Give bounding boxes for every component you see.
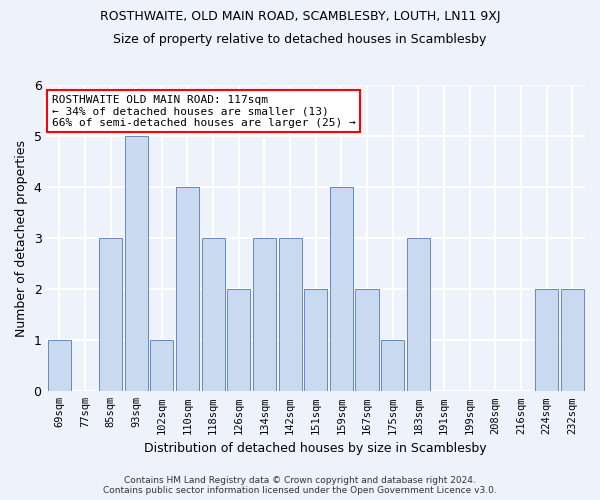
Bar [304, 290, 327, 392]
Bar [47, 340, 71, 392]
Text: Size of property relative to detached houses in Scamblesby: Size of property relative to detached ho… [113, 32, 487, 46]
X-axis label: Distribution of detached houses by size in Scamblesby: Distribution of detached houses by size … [145, 442, 487, 455]
Bar [176, 188, 199, 392]
Bar [278, 238, 302, 392]
Bar [253, 238, 276, 392]
Bar [381, 340, 404, 392]
Bar [330, 188, 353, 392]
Text: ROSTHWAITE OLD MAIN ROAD: 117sqm
← 34% of detached houses are smaller (13)
66% o: ROSTHWAITE OLD MAIN ROAD: 117sqm ← 34% o… [52, 94, 356, 128]
Bar [355, 290, 379, 392]
Text: ROSTHWAITE, OLD MAIN ROAD, SCAMBLESBY, LOUTH, LN11 9XJ: ROSTHWAITE, OLD MAIN ROAD, SCAMBLESBY, L… [100, 10, 500, 23]
Bar [125, 136, 148, 392]
Y-axis label: Number of detached properties: Number of detached properties [15, 140, 28, 337]
Bar [407, 238, 430, 392]
Bar [99, 238, 122, 392]
Bar [150, 340, 173, 392]
Bar [535, 290, 558, 392]
Text: Contains HM Land Registry data © Crown copyright and database right 2024.
Contai: Contains HM Land Registry data © Crown c… [103, 476, 497, 495]
Bar [202, 238, 224, 392]
Bar [227, 290, 250, 392]
Bar [560, 290, 584, 392]
